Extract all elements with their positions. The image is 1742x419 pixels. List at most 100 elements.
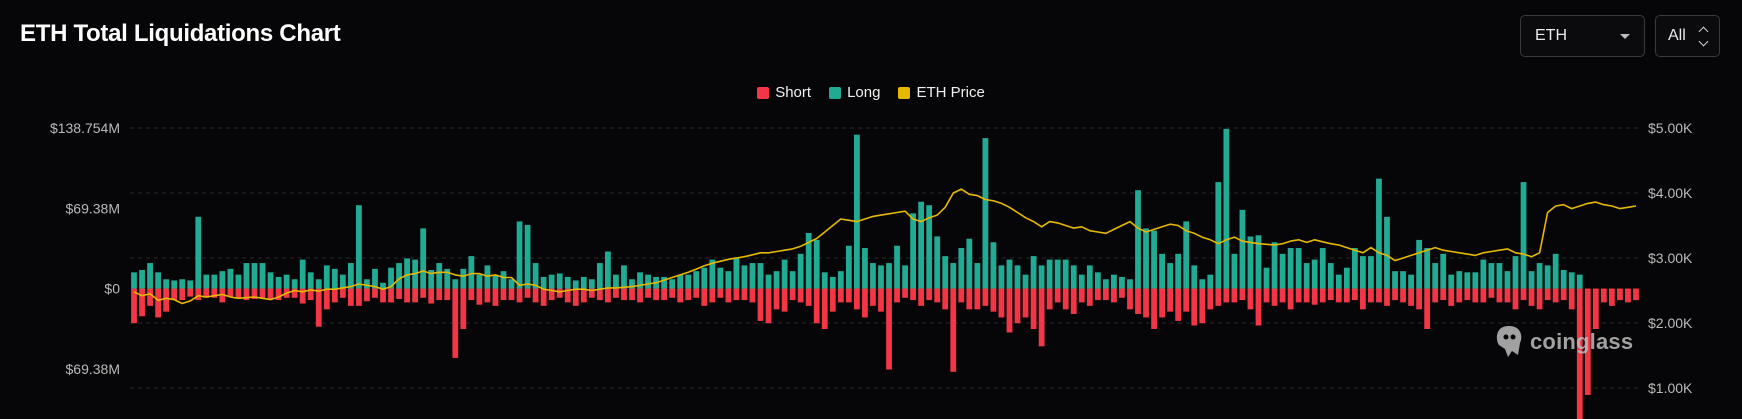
long-bar	[476, 274, 483, 289]
long-bar	[1376, 178, 1382, 289]
legend-swatch-long	[829, 86, 842, 99]
coinglass-logo-icon	[1496, 326, 1522, 357]
short-bar	[1392, 288, 1398, 301]
short-bar	[1070, 288, 1077, 314]
long-bar	[1054, 259, 1061, 289]
short-bar	[580, 288, 587, 303]
short-bar	[1255, 288, 1262, 326]
long-bar	[1319, 248, 1326, 289]
short-bar	[412, 288, 419, 303]
long-bar	[267, 272, 274, 289]
long-bar	[532, 263, 539, 289]
long-bar	[1432, 263, 1439, 289]
long-bar	[757, 263, 764, 289]
long-bar	[356, 205, 362, 289]
long-bar	[894, 245, 900, 289]
long-bar	[1038, 265, 1045, 289]
short-bar	[1464, 288, 1471, 301]
short-bar	[1215, 288, 1222, 306]
long-bar	[870, 263, 876, 289]
long-bar	[211, 274, 218, 289]
long-bar	[331, 268, 338, 289]
legend-item-short[interactable]: Short	[757, 84, 811, 101]
short-bar	[171, 288, 178, 301]
short-bar	[645, 288, 651, 298]
long-bar	[902, 265, 908, 289]
legend-item-eth-price[interactable]: ETH Price	[898, 84, 985, 101]
short-bar	[548, 288, 555, 301]
chart-legend: Short Long ETH Price	[0, 84, 1742, 101]
long-bar	[171, 280, 178, 289]
long-bar	[1215, 182, 1222, 289]
short-bar	[1183, 288, 1190, 312]
long-bar	[1560, 270, 1567, 289]
short-bar	[1014, 288, 1021, 324]
long-bar	[452, 279, 459, 289]
long-bar	[596, 263, 603, 289]
short-bar	[1480, 288, 1487, 303]
short-bar	[685, 288, 692, 301]
short-bar	[1584, 288, 1591, 395]
long-bar	[1504, 271, 1511, 289]
long-bar	[910, 213, 917, 289]
long-bar	[1046, 259, 1053, 289]
long-bar	[605, 251, 611, 289]
long-bar	[1351, 248, 1358, 289]
short-bar	[829, 288, 836, 312]
short-bar	[677, 288, 684, 303]
short-bar	[307, 288, 314, 301]
long-bar	[299, 259, 306, 289]
short-bar	[347, 288, 354, 306]
legend-item-long[interactable]: Long	[829, 84, 880, 101]
short-bar	[1094, 288, 1101, 301]
long-bar	[1552, 253, 1559, 289]
long-bar	[733, 257, 740, 289]
short-bar	[1167, 288, 1174, 312]
long-bar	[942, 256, 949, 289]
long-bar	[1167, 263, 1174, 289]
short-bar	[1360, 288, 1366, 310]
short-bar	[773, 288, 780, 310]
short-bar	[966, 288, 973, 310]
left-axis-tick-label: $138.754M	[50, 120, 120, 136]
long-bar	[837, 271, 844, 289]
short-bar	[845, 288, 852, 303]
range-select[interactable]: All	[1655, 15, 1720, 57]
long-bar	[1576, 274, 1583, 289]
short-bar	[1271, 288, 1278, 306]
watermark-text: coinglass	[1530, 329, 1634, 354]
short-bar	[1062, 288, 1069, 310]
long-bar	[139, 270, 145, 289]
long-bar	[1159, 253, 1165, 289]
coin-select[interactable]: ETH	[1520, 15, 1645, 57]
long-bar	[1119, 276, 1125, 289]
long-bar	[307, 272, 314, 289]
short-bar	[853, 288, 860, 310]
legend-label-eth-price: ETH Price	[916, 84, 985, 101]
short-bar	[661, 288, 668, 301]
short-bar	[235, 288, 242, 298]
short-bar	[1568, 288, 1575, 310]
long-bar	[1086, 265, 1093, 289]
short-bar	[950, 288, 957, 372]
short-bar	[813, 288, 820, 324]
long-bar	[1528, 271, 1535, 289]
short-bar	[1448, 288, 1455, 306]
long-bar	[323, 265, 330, 289]
short-bar	[653, 288, 659, 301]
short-bar	[251, 288, 258, 299]
short-bar	[918, 288, 925, 306]
short-bar	[1335, 288, 1342, 303]
short-bar	[1528, 288, 1535, 306]
long-bar	[1062, 259, 1069, 289]
chevron-down-icon	[1620, 33, 1630, 39]
legend-label-long: Long	[847, 84, 881, 101]
short-bar	[693, 288, 700, 298]
long-bar	[364, 279, 370, 289]
long-bar	[500, 271, 507, 289]
short-bar	[1287, 288, 1294, 310]
short-bar	[1030, 288, 1037, 330]
long-bar	[1424, 248, 1431, 289]
long-bar	[958, 248, 965, 289]
